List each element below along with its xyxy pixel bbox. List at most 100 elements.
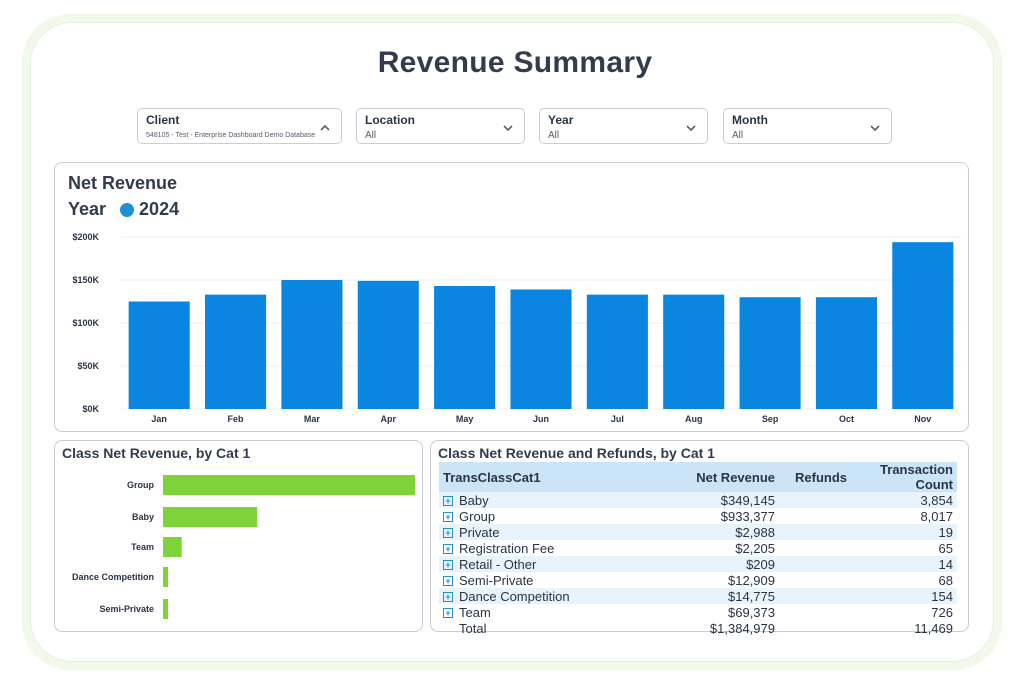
net-revenue-cell: $14,775 [639, 588, 779, 604]
refunds-cell [779, 572, 851, 588]
bar-jun[interactable] [510, 289, 572, 409]
bar-sep[interactable] [739, 297, 801, 409]
legend-dot [120, 202, 135, 217]
refunds-title: Class Net Revenue and Refunds, by Cat 1 [438, 445, 715, 461]
bar-jul[interactable] [586, 294, 648, 409]
expand-icon[interactable]: + [443, 576, 453, 587]
net-revenue-title: Net Revenue [68, 173, 178, 193]
x-tick-label: Nov [914, 414, 931, 424]
year-filter-label: Year [548, 113, 574, 127]
row-category: Total [439, 620, 639, 636]
category-tick-label: Semi-Private [99, 604, 154, 614]
bar-semi-private[interactable] [163, 599, 168, 619]
month-filter-value: All [732, 130, 744, 141]
year-filter-value: All [548, 130, 560, 141]
chart-legend[interactable]: Year 2024 [68, 199, 179, 220]
y-tick-label: $100K [72, 318, 99, 328]
bar-team[interactable] [163, 537, 182, 557]
refunds-cell [779, 556, 851, 572]
col-header-refunds[interactable]: Refunds [779, 462, 851, 492]
table-total-row: Total $1,384,979 11,469 [439, 620, 957, 636]
chevron-down-icon[interactable] [869, 122, 881, 134]
expand-icon[interactable]: + [443, 592, 453, 603]
refunds-cell [779, 524, 851, 540]
chevron-up-icon[interactable] [319, 122, 331, 134]
row-category: + Dance Competition [439, 588, 639, 604]
category-tick-label: Baby [132, 512, 154, 522]
expand-icon[interactable]: + [443, 544, 453, 555]
bar-jan[interactable] [128, 301, 190, 410]
bar-oct[interactable] [815, 297, 877, 409]
bar-group[interactable] [163, 475, 415, 495]
total-net-revenue: $1,384,979 [709, 620, 775, 636]
expand-icon[interactable]: + [443, 528, 453, 539]
table-row: + Baby $349,145 3,854 [439, 492, 957, 508]
chevron-down-icon[interactable] [502, 122, 514, 134]
expand-icon[interactable]: + [443, 512, 453, 523]
col-header-transaction-count[interactable]: Transaction Count [851, 462, 957, 492]
location-filter[interactable]: Location All [356, 108, 525, 144]
category-label: Private [459, 524, 500, 540]
expand-icon[interactable]: + [443, 560, 453, 571]
bar-nov[interactable] [892, 242, 954, 409]
year-filter[interactable]: Year All [539, 108, 708, 144]
row-category: + Private [439, 524, 639, 540]
table-row: + Semi-Private $12,909 68 [439, 572, 957, 588]
net-revenue-cell: $2,988 [639, 524, 779, 540]
transaction-count-cell: 726 [931, 604, 953, 620]
page-title: Revenue Summary [377, 46, 653, 79]
y-tick-label: $0K [82, 404, 99, 414]
x-tick-label: Sep [762, 414, 779, 424]
bar-feb[interactable] [205, 294, 267, 409]
table-header-row: TransClassCat1 Net Revenue Refunds Trans… [439, 462, 957, 492]
transaction-count-cell: 14 [851, 556, 957, 572]
net-revenue-panel: Net Revenue Year 2024 $0K $50K $100K $150K $… [54, 162, 969, 432]
net-revenue-cell: $2,205 [735, 540, 775, 556]
y-tick-label: $150K [72, 275, 99, 285]
class-net-revenue-panel: Class Net Revenue, by Cat 1 Group Baby Tea… [54, 440, 423, 632]
month-filter[interactable]: Month All [723, 108, 892, 144]
col-header-net-revenue[interactable]: Net Revenue [639, 462, 779, 492]
client-filter-value: 548105 - Test - Enterprise Dashboard Dem… [146, 132, 316, 139]
x-tick-label: May [456, 414, 474, 424]
category-tick-label: Group [127, 480, 154, 490]
total-transaction-count: 11,469 [914, 620, 953, 636]
row-category: + Team [439, 604, 639, 620]
client-filter[interactable]: Client 548105 - Test - Enterprise Dashbo… [137, 108, 342, 144]
location-filter-value: All [365, 130, 377, 141]
table-row: + Team $69,373 726 [439, 604, 957, 620]
row-category: + Semi-Private [439, 572, 639, 588]
client-filter-label: Client [146, 113, 180, 127]
expand-icon[interactable]: + [443, 608, 453, 619]
refunds-cell [779, 508, 851, 524]
bar-dance-competition[interactable] [163, 567, 168, 587]
row-category: + Baby [439, 492, 639, 508]
col-header-category[interactable]: TransClassCat1 [439, 462, 639, 492]
transaction-count-cell: 154 [851, 588, 957, 604]
transaction-count-cell: 8,017 [920, 508, 953, 524]
expand-icon[interactable]: + [443, 496, 453, 507]
net-revenue-cell: $69,373 [728, 604, 775, 620]
net-revenue-cell: $12,909 [728, 572, 775, 588]
net-revenue-chart: $0K $50K $100K $150K $200K Jan Feb Mar Apr May Jun… [72, 232, 961, 424]
legend-value: 2024 [139, 199, 180, 219]
bar-may[interactable] [434, 286, 496, 409]
row-category: + Registration Fee [439, 540, 639, 556]
chevron-down-icon[interactable] [685, 122, 697, 134]
refunds-panel: Class Net Revenue and Refunds, by Cat 1 … [430, 440, 969, 636]
legend-label: Year [68, 199, 107, 219]
x-tick-label: Apr [381, 414, 397, 424]
category-label: Retail - Other [459, 556, 537, 572]
y-tick-label: $200K [72, 232, 99, 242]
bar-mar[interactable] [281, 280, 343, 409]
table-row: + Retail - Other $209 14 [439, 556, 957, 572]
transaction-count-cell: 19 [851, 524, 957, 540]
net-revenue-cell: $933,377 [720, 508, 775, 524]
transaction-count-cell: 65 [938, 540, 953, 556]
net-revenue-cell: $349,145 [639, 492, 779, 508]
bar-apr[interactable] [357, 280, 419, 409]
bar-aug[interactable] [663, 294, 725, 409]
bar-baby[interactable] [163, 507, 258, 527]
y-tick-label: $50K [77, 361, 99, 371]
row-category: + Group [439, 508, 639, 524]
